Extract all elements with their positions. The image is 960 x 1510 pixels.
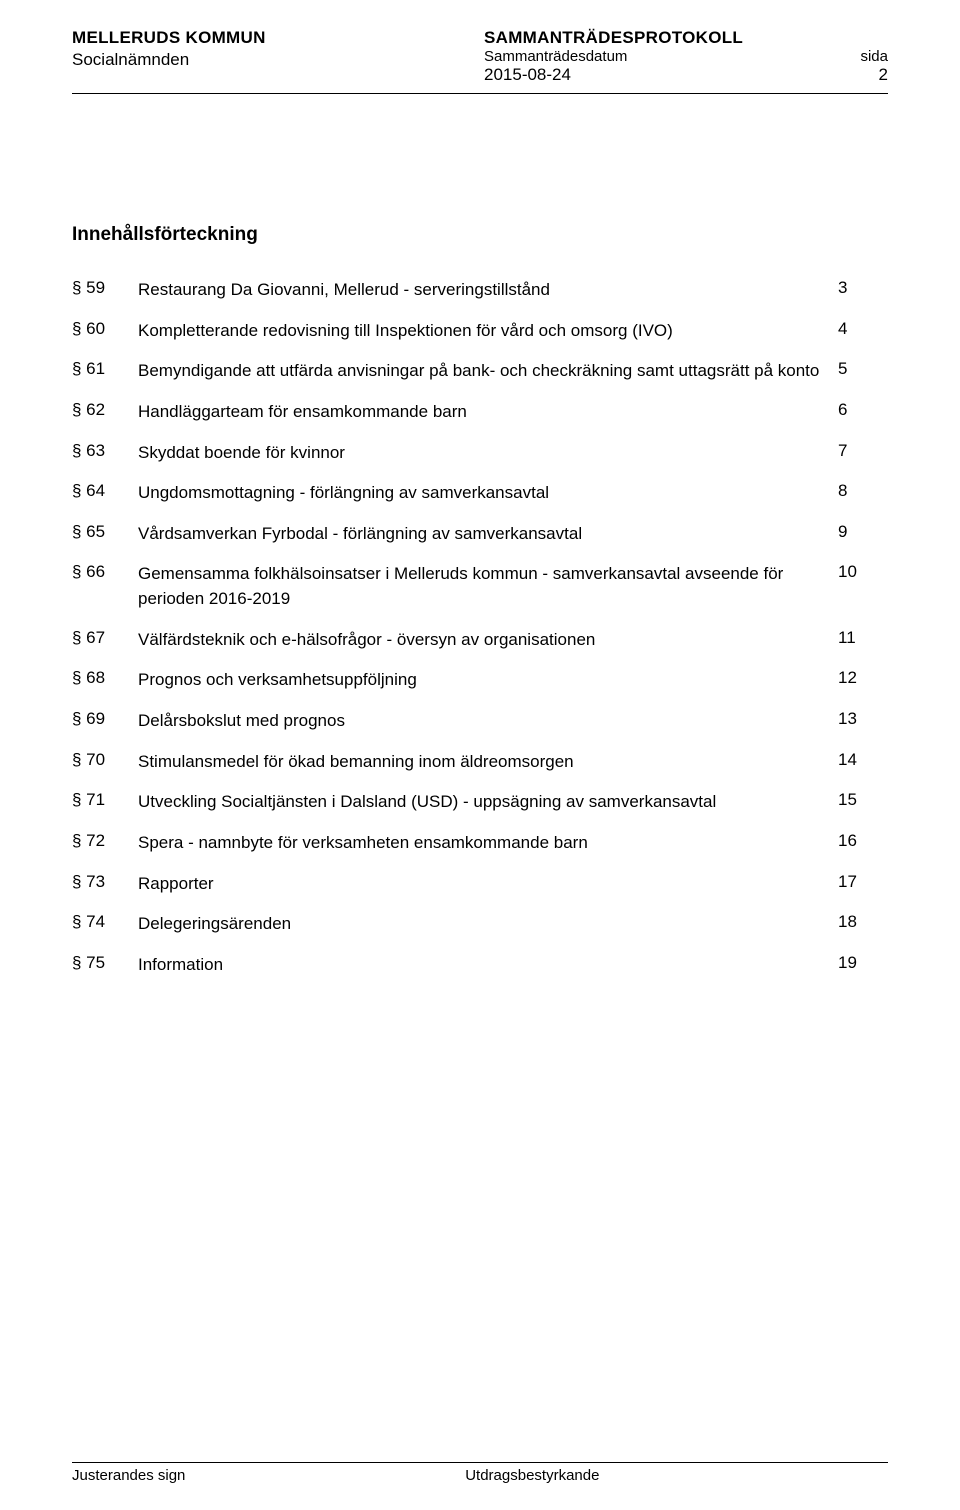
toc-body: § 59Restaurang Da Giovanni, Mellerud - s… xyxy=(72,270,888,986)
toc-description: Delårsbokslut med prognos xyxy=(138,701,838,742)
toc-page: 13 xyxy=(838,701,888,742)
toc-page: 19 xyxy=(838,945,888,986)
document-footer: Justerandes sign Utdragsbestyrkande xyxy=(72,1462,888,1484)
toc-section: § 65 xyxy=(72,514,138,555)
table-row: § 64Ungdomsmottagning - förlängning av s… xyxy=(72,473,888,514)
document-page: MELLERUDS KOMMUN Socialnämnden SAMMANTRÄ… xyxy=(0,0,960,1510)
table-row: § 61Bemyndigande att utfärda anvisningar… xyxy=(72,351,888,392)
toc-page: 9 xyxy=(838,514,888,555)
toc-description: Stimulansmedel för ökad bemanning inom ä… xyxy=(138,742,838,783)
toc-page: 5 xyxy=(838,351,888,392)
toc-page: 6 xyxy=(838,392,888,433)
toc-section: § 75 xyxy=(72,945,138,986)
toc-page: 15 xyxy=(838,782,888,823)
toc-section: § 72 xyxy=(72,823,138,864)
table-row: § 75Information19 xyxy=(72,945,888,986)
toc-section: § 62 xyxy=(72,392,138,433)
toc-page: 8 xyxy=(838,473,888,514)
footer-row: Justerandes sign Utdragsbestyrkande xyxy=(72,1467,888,1484)
toc-description: Prognos och verksamhetsuppföljning xyxy=(138,660,838,701)
toc-description: Bemyndigande att utfärda anvisningar på … xyxy=(138,351,838,392)
table-row: § 63Skyddat boende för kvinnor7 xyxy=(72,433,888,474)
toc-section: § 74 xyxy=(72,904,138,945)
toc-section: § 64 xyxy=(72,473,138,514)
table-row: § 66Gemensamma folkhälsoinsatser i Melle… xyxy=(72,554,888,619)
table-row: § 67Välfärdsteknik och e-hälsofrågor - ö… xyxy=(72,620,888,661)
toc-description: Spera - namnbyte för verksamheten ensamk… xyxy=(138,823,838,864)
toc-section: § 70 xyxy=(72,742,138,783)
toc-section: § 68 xyxy=(72,660,138,701)
header-divider xyxy=(72,93,888,94)
header-right-block: SAMMANTRÄDESPROTOKOLL Sammanträdesdatum … xyxy=(476,28,888,85)
toc-section: § 67 xyxy=(72,620,138,661)
table-row: § 65Vårdsamverkan Fyrbodal - förlängning… xyxy=(72,514,888,555)
toc-description: Utveckling Socialtjänsten i Dalsland (US… xyxy=(138,782,838,823)
toc-section: § 63 xyxy=(72,433,138,474)
toc-description: Handläggarteam för ensamkommande barn xyxy=(138,392,838,433)
toc-description: Skyddat boende för kvinnor xyxy=(138,433,838,474)
table-row: § 71Utveckling Socialtjänsten i Dalsland… xyxy=(72,782,888,823)
table-row: § 74Delegeringsärenden18 xyxy=(72,904,888,945)
dept-name: Socialnämnden xyxy=(72,50,476,70)
table-row: § 62Handläggarteam för ensamkommande bar… xyxy=(72,392,888,433)
table-row: § 59Restaurang Da Giovanni, Mellerud - s… xyxy=(72,270,888,311)
toc-description: Gemensamma folkhälsoinsatser i Melleruds… xyxy=(138,554,838,619)
toc-description: Rapporter xyxy=(138,864,838,905)
toc-page: 7 xyxy=(838,433,888,474)
toc-description: Restaurang Da Giovanni, Mellerud - serve… xyxy=(138,270,838,311)
toc-page: 10 xyxy=(838,554,888,619)
table-row: § 70Stimulansmedel för ökad bemanning in… xyxy=(72,742,888,783)
toc-page: 14 xyxy=(838,742,888,783)
toc-section: § 66 xyxy=(72,554,138,619)
toc-description: Kompletterande redovisning till Inspekti… xyxy=(138,311,838,352)
page-number: 2 xyxy=(828,65,888,85)
toc-section: § 60 xyxy=(72,311,138,352)
protocol-title: SAMMANTRÄDESPROTOKOLL xyxy=(484,28,888,48)
page-label: sida xyxy=(828,48,888,65)
toc-description: Ungdomsmottagning - förlängning av samve… xyxy=(138,473,838,514)
toc-section: § 69 xyxy=(72,701,138,742)
toc-page: 18 xyxy=(838,904,888,945)
toc-page: 4 xyxy=(838,311,888,352)
table-row: § 69Delårsbokslut med prognos13 xyxy=(72,701,888,742)
document-header: MELLERUDS KOMMUN Socialnämnden SAMMANTRÄ… xyxy=(72,28,888,85)
table-row: § 60Kompletterande redovisning till Insp… xyxy=(72,311,888,352)
toc-section: § 73 xyxy=(72,864,138,905)
date-label: Sammanträdesdatum xyxy=(484,48,828,65)
toc-description: Information xyxy=(138,945,838,986)
toc-page: 11 xyxy=(838,620,888,661)
meeting-date: 2015-08-24 xyxy=(484,65,828,85)
toc-page: 16 xyxy=(838,823,888,864)
footer-justerandes: Justerandes sign xyxy=(72,1467,465,1484)
table-row: § 72Spera - namnbyte för verksamheten en… xyxy=(72,823,888,864)
footer-divider xyxy=(72,1462,888,1463)
toc-page: 3 xyxy=(838,270,888,311)
toc-description: Välfärdsteknik och e-hälsofrågor - övers… xyxy=(138,620,838,661)
header-date-row: 2015-08-24 2 xyxy=(484,65,888,85)
toc-description: Vårdsamverkan Fyrbodal - förlängning av … xyxy=(138,514,838,555)
toc-title: Innehållsförteckning xyxy=(72,224,888,246)
header-sub-row: Sammanträdesdatum sida xyxy=(484,48,888,65)
header-left-block: MELLERUDS KOMMUN Socialnämnden xyxy=(72,28,476,85)
toc-table: § 59Restaurang Da Giovanni, Mellerud - s… xyxy=(72,270,888,986)
toc-page: 17 xyxy=(838,864,888,905)
toc-page: 12 xyxy=(838,660,888,701)
toc-section: § 61 xyxy=(72,351,138,392)
toc-section: § 71 xyxy=(72,782,138,823)
table-row: § 73Rapporter17 xyxy=(72,864,888,905)
toc-section: § 59 xyxy=(72,270,138,311)
org-name: MELLERUDS KOMMUN xyxy=(72,28,476,48)
table-row: § 68Prognos och verksamhetsuppföljning12 xyxy=(72,660,888,701)
toc-description: Delegeringsärenden xyxy=(138,904,838,945)
footer-utdrag: Utdragsbestyrkande xyxy=(465,1467,888,1484)
